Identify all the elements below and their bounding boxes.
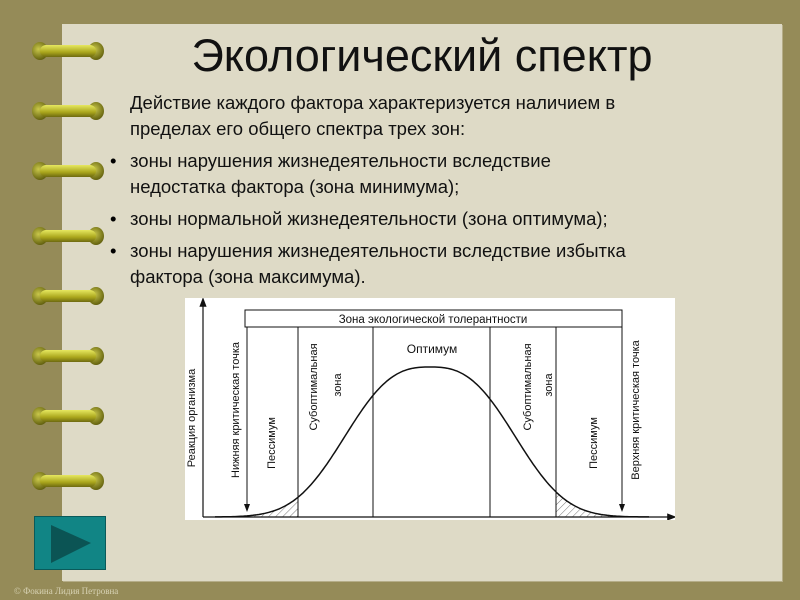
suboptimal-right-label: Субоптимальная xyxy=(522,343,534,430)
pessimum-left-label: Пессимум xyxy=(266,417,278,469)
pessimum-right-label: Пессимум xyxy=(588,417,600,469)
optimum-label: Оптимум xyxy=(407,342,458,356)
play-triangle-icon xyxy=(51,525,91,563)
binder-ring xyxy=(32,287,104,305)
hatched-pessimum-left xyxy=(247,497,298,517)
tolerance-header: Зона экологической толерантности xyxy=(339,314,528,326)
binder-ring xyxy=(32,162,104,180)
intro-line: Действие каждого фактора характеризуется… xyxy=(130,92,616,113)
suboptimal-right-zone: зона xyxy=(543,373,555,397)
bullet: • xyxy=(110,240,117,261)
slide-title: Экологический спектр xyxy=(191,30,653,81)
bullet-line: зоны нарушения жизнедеятельности вследст… xyxy=(130,150,551,171)
y-axis-label: Реакция организма xyxy=(186,368,198,467)
suboptimal-left-label: Субоптимальная xyxy=(308,343,320,430)
next-slide-button[interactable] xyxy=(34,516,106,570)
bullet-line: зоны нормальной жизнедеятельности (зона … xyxy=(130,208,608,229)
bullet-line: недостатка фактора (зона минимума); xyxy=(130,176,460,197)
bullet-line: зоны нарушения жизнедеятельности вследст… xyxy=(130,240,626,261)
bullet-line: фактора (зона максимума). xyxy=(130,266,366,287)
copyright-footer: © Фокина Лидия Петровна xyxy=(14,586,119,596)
binder-ring xyxy=(32,347,104,365)
bullet-item-optimum: зоны нормальной жизнедеятельности (зона … xyxy=(130,206,750,232)
bullet-item-excess: зоны нарушения жизнедеятельности вследст… xyxy=(130,238,750,290)
suboptimal-left-zone: зона xyxy=(332,373,344,397)
binder-ring xyxy=(32,102,104,120)
tolerance-diagram: Зона экологической толерантности Реакция… xyxy=(185,297,677,521)
bullet: • xyxy=(110,150,117,171)
hatched-pessimum-right xyxy=(556,491,622,517)
upper-critical-label: Верхняя критическая точка xyxy=(630,339,642,479)
binder-ring xyxy=(32,42,104,60)
bullet: • xyxy=(110,208,117,229)
binder-ring xyxy=(32,407,104,425)
tolerance-curve xyxy=(215,366,649,518)
bullet-item-deficiency: зоны нарушения жизнедеятельности вследст… xyxy=(130,148,750,200)
binder-ring xyxy=(32,472,104,490)
lower-critical-label: Нижняя критическая точка xyxy=(230,341,242,478)
binder-ring xyxy=(32,227,104,245)
intro-line: пределах его общего спектра трех зон: xyxy=(130,118,466,139)
tolerance-header-box xyxy=(244,309,623,328)
intro-text: Действие каждого фактора характеризуется… xyxy=(130,90,750,142)
